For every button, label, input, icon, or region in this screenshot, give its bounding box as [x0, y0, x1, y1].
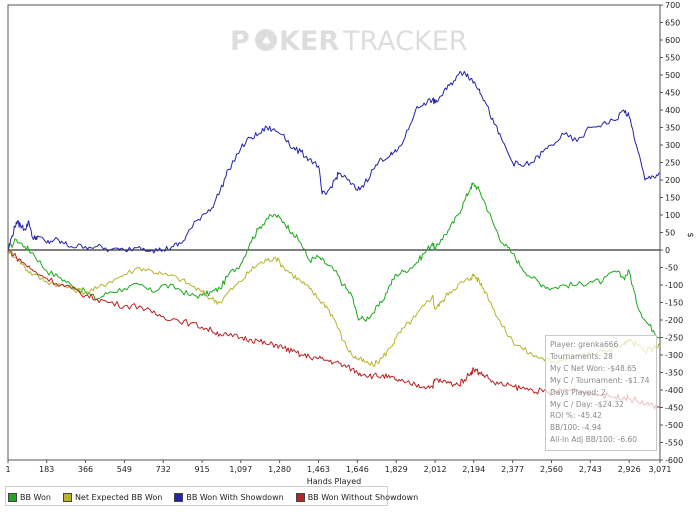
watermark-right: KER	[279, 26, 339, 57]
watermark-suit: ♠	[261, 34, 272, 48]
series-bb-won-with-showdown	[7, 70, 661, 254]
y-tick-label: -300	[665, 351, 683, 360]
x-tick-label: 1	[5, 465, 10, 474]
y-tick-label: 550	[665, 54, 680, 63]
x-tick-label: 183	[39, 465, 54, 474]
watermark-brand: TRACKER	[342, 26, 468, 57]
x-tick-label: 2,194	[462, 465, 485, 474]
y-tick-label: -100	[665, 281, 683, 290]
legend-item-with-showdown[interactable]: BB Won With Showdown	[174, 492, 284, 502]
series-bb-won	[7, 182, 661, 339]
y-tick-label: 250	[665, 159, 680, 168]
x-tick-label: 732	[156, 465, 171, 474]
y-tick-label: -550	[665, 439, 683, 448]
y-tick-label: 150	[665, 194, 680, 203]
y-tick-label: -250	[665, 334, 683, 343]
x-tick-label: 3,071	[649, 465, 672, 474]
y-tick-label: 200	[665, 176, 680, 185]
stat-per-day: My C / Day: -$24.32	[550, 399, 624, 409]
x-tick-label: 1,280	[268, 465, 291, 474]
legend-swatch-net-expected	[62, 492, 72, 502]
y-tick-label: -350	[665, 369, 683, 378]
legend-item-bb-won[interactable]: BB Won	[8, 492, 51, 502]
legend: BB Won Net Expected BB Won BB Won With S…	[8, 490, 418, 504]
y-tick-label: 50	[665, 229, 675, 238]
x-tick-label: 915	[194, 465, 209, 474]
y-tick-label: -50	[665, 264, 678, 273]
x-axis-title: Hands Played	[307, 477, 361, 486]
stat-days-played: Days Played: 2	[550, 387, 606, 397]
x-tick-label: 2,560	[540, 465, 563, 474]
stat-bb100: BB/100: -4.94	[550, 423, 602, 433]
stat-allin-bb100: All-In Adj BB/100: -6.60	[550, 435, 638, 445]
axes: -600-550-500-450-400-350-300-250-200-150…	[5, 1, 683, 474]
y-tick-label: -600	[665, 456, 683, 465]
x-tick-label: 549	[117, 465, 132, 474]
legend-swatch-bb-won	[8, 492, 17, 502]
watermark-chip-icon	[255, 29, 277, 51]
legend-item-net-expected[interactable]: Net Expected BB Won	[62, 492, 163, 502]
y-tick-label: 650	[665, 19, 680, 28]
x-tick-label: 1,463	[307, 465, 330, 474]
y-tick-label: 300	[665, 141, 680, 150]
legend-frame	[5, 486, 388, 506]
y-tick-label: -500	[665, 421, 683, 430]
poker-tracker-watermark: P ♠ KER TRACKER	[230, 26, 468, 57]
y-tick-label: 600	[665, 36, 680, 45]
x-tick-label: 366	[78, 465, 93, 474]
stat-roi: ROI %: -45.42	[550, 411, 602, 421]
y-tick-label: -450	[665, 404, 683, 413]
legend-swatch-with-showdown	[174, 492, 184, 502]
legend-item-without-showdown[interactable]: BB Won Without Showdown	[295, 492, 419, 502]
y-tick-label: -150	[665, 299, 683, 308]
x-tick-label: 2,743	[579, 465, 602, 474]
y-tick-label: 500	[665, 71, 680, 80]
y-tick-label: -200	[665, 316, 683, 325]
legend-swatch-without-showdown	[295, 492, 305, 502]
watermark-left: P	[230, 26, 250, 57]
legend-label-without-showdown: BB Won Without Showdown	[307, 492, 419, 502]
y-tick-label: 400	[665, 106, 680, 115]
legend-label-bb-won: BB Won	[20, 492, 51, 502]
y-tick-label: 450	[665, 89, 680, 98]
legend-label-with-showdown: BB Won With Showdown	[186, 492, 284, 502]
x-tick-label: 1,097	[229, 465, 252, 474]
player-stats-box: Player: grenka666 Tournaments: 28 My C N…	[545, 335, 657, 451]
x-tick-label: 2,012	[424, 465, 447, 474]
stat-net-won: My C Net Won: -$48.65	[550, 363, 637, 373]
y-tick-label: -400	[665, 386, 683, 395]
x-tick-label: 1,829	[385, 465, 408, 474]
stat-player: Player: grenka666	[550, 340, 619, 349]
y-axis-title: $	[686, 232, 695, 237]
legend-label-net-expected: Net Expected BB Won	[74, 492, 163, 502]
x-tick-label: 2,926	[618, 465, 641, 474]
y-tick-label: 700	[665, 1, 680, 10]
y-tick-label: 100	[665, 211, 680, 220]
y-tick-label: 0	[665, 246, 670, 255]
y-tick-label: 350	[665, 124, 680, 133]
x-tick-label: 2,377	[501, 465, 524, 474]
x-tick-label: 1,646	[346, 465, 369, 474]
stat-tournaments: Tournaments: 28	[550, 351, 613, 361]
stat-per-tournament: My C / Tournament: -$1.74	[550, 375, 650, 385]
